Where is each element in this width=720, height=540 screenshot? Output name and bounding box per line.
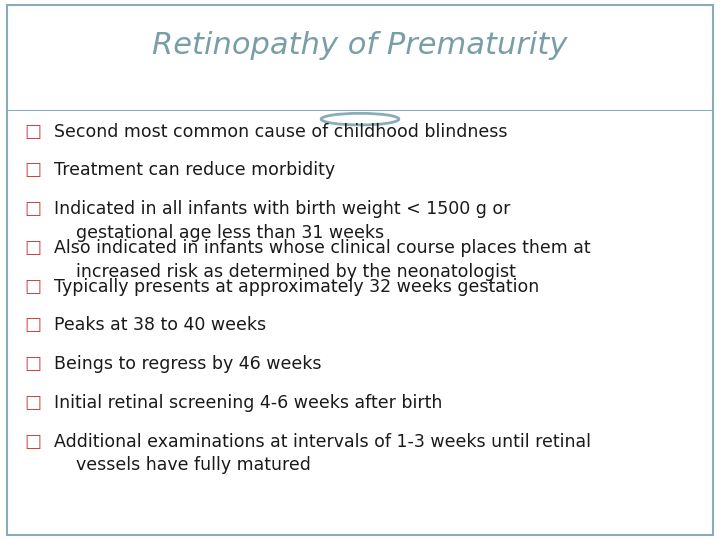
Text: Also indicated in infants whose clinical course places them at
    increased ris: Also indicated in infants whose clinical… (55, 239, 591, 281)
Text: □: □ (24, 239, 42, 257)
Text: □: □ (24, 278, 42, 296)
Text: Additional examinations at intervals of 1-3 weeks until retinal
    vessels have: Additional examinations at intervals of … (55, 433, 591, 474)
Text: Second most common cause of childhood blindness: Second most common cause of childhood bl… (55, 123, 508, 141)
Text: □: □ (24, 161, 42, 179)
Text: □: □ (24, 433, 42, 451)
Text: □: □ (24, 394, 42, 412)
Text: Treatment can reduce morbidity: Treatment can reduce morbidity (55, 161, 336, 179)
Text: □: □ (24, 316, 42, 334)
Text: Beings to regress by 46 weeks: Beings to regress by 46 weeks (55, 355, 322, 373)
Text: □: □ (24, 123, 42, 141)
Text: Initial retinal screening 4-6 weeks after birth: Initial retinal screening 4-6 weeks afte… (55, 394, 443, 412)
Text: Typically presents at approximately 32 weeks gestation: Typically presents at approximately 32 w… (55, 278, 540, 296)
Text: Retinopathy of Prematurity: Retinopathy of Prematurity (153, 31, 567, 60)
Text: □: □ (24, 200, 42, 218)
Text: Peaks at 38 to 40 weeks: Peaks at 38 to 40 weeks (55, 316, 266, 334)
Text: Indicated in all infants with birth weight < 1500 g or
    gestational age less : Indicated in all infants with birth weig… (55, 200, 511, 242)
Text: □: □ (24, 355, 42, 373)
